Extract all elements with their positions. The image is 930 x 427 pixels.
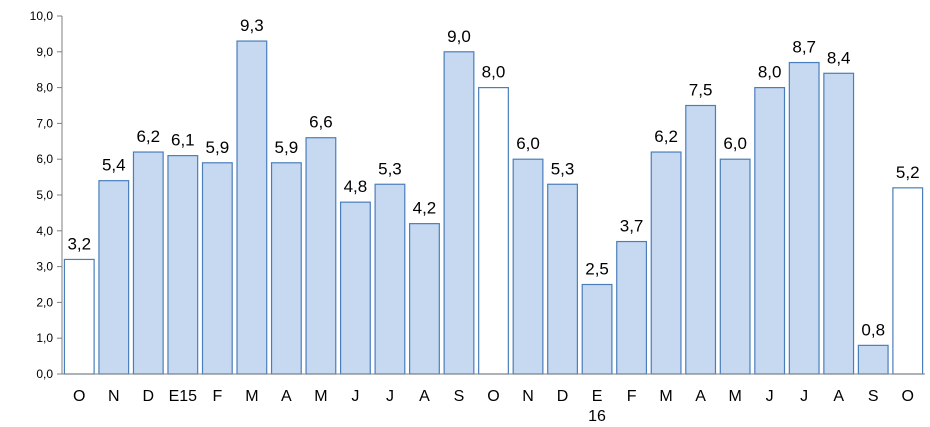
bar — [63, 258, 95, 375]
bar — [201, 162, 233, 375]
data-label: 6,1 — [171, 131, 195, 150]
bar — [305, 137, 337, 375]
data-label: 9,0 — [447, 27, 471, 46]
data-label: 5,3 — [551, 159, 575, 178]
bar — [616, 240, 648, 375]
bar — [685, 104, 717, 375]
bar — [581, 283, 613, 375]
x-tick-label: J — [386, 388, 394, 405]
x-tick-label: D — [143, 388, 155, 405]
bar — [443, 51, 475, 375]
x-tick-label: A — [281, 388, 292, 405]
x-tick-label: M — [728, 388, 741, 405]
x-tick-label: O — [487, 388, 499, 405]
bar — [374, 183, 406, 375]
x-tick-label: M — [659, 388, 672, 405]
data-label: 6,2 — [654, 127, 678, 146]
y-tick-label: 7,0 — [36, 116, 53, 130]
data-label: 8,0 — [482, 63, 506, 82]
x-tick-label: E 16 — [588, 388, 606, 425]
bar — [478, 86, 509, 375]
data-labels: 3,2 5,4 6,2 6,1 5,9 9,3 5,9 6,6 4,8 5,3 4,2 9,0 8,0 6… — [67, 16, 919, 339]
x-tick-label: S — [454, 388, 465, 405]
x-tick-label: M — [245, 388, 258, 405]
x-tick-label: J — [800, 388, 808, 405]
y-tick-label: 9,0 — [36, 45, 53, 59]
bar — [650, 151, 682, 375]
data-label: 3,7 — [620, 217, 644, 236]
data-label: 0,8 — [861, 320, 885, 339]
bar — [857, 344, 889, 375]
x-tick-label: S — [868, 388, 879, 405]
bar — [788, 61, 820, 375]
data-label: 8,0 — [758, 63, 782, 82]
y-tick-label: 1,0 — [36, 331, 53, 345]
bar — [270, 162, 302, 375]
data-label: 5,9 — [206, 138, 230, 157]
data-label: 5,9 — [275, 138, 299, 157]
x-tick-label: M — [314, 388, 327, 405]
bar — [339, 201, 371, 375]
data-label: 5,2 — [896, 163, 920, 182]
bar — [754, 86, 786, 375]
data-label: 4,2 — [413, 199, 437, 218]
data-label: 8,4 — [827, 48, 851, 67]
bar — [132, 151, 164, 375]
data-label: 2,5 — [585, 260, 609, 279]
data-label: 6,6 — [309, 113, 333, 132]
x-tick-label: D — [557, 388, 569, 405]
y-tick-label: 8,0 — [36, 81, 53, 95]
bar — [167, 155, 199, 375]
x-tick-label: N — [108, 388, 120, 405]
bar — [409, 223, 440, 375]
bar — [547, 183, 578, 375]
x-tick-label: E15 — [169, 388, 198, 405]
x-tick-label: O — [902, 388, 914, 405]
bar — [823, 72, 855, 375]
x-axis: O N D E15 F M A M J J A S O N D E 16 F M A M J J A S O — [62, 373, 925, 425]
y-tick-label: 4,0 — [36, 224, 53, 238]
bar — [512, 158, 544, 375]
data-label: 8,7 — [792, 38, 816, 57]
x-tick-label: A — [419, 388, 430, 405]
data-label: 9,3 — [240, 16, 264, 35]
x-tick-label: J — [766, 388, 774, 405]
data-label: 5,3 — [378, 159, 402, 178]
bar — [892, 187, 924, 375]
bar — [98, 180, 130, 375]
y-tick-label: 6,0 — [36, 152, 53, 166]
x-tick-label: A — [695, 388, 706, 405]
x-tick-label: A — [833, 388, 844, 405]
y-tick-label: 5,0 — [36, 188, 53, 202]
y-tick-label: 10,0 — [30, 9, 54, 23]
data-label: 5,4 — [102, 156, 126, 175]
bar — [236, 40, 268, 375]
x-tick-label: O — [73, 388, 85, 405]
y-axis: 0,0 1,0 2,0 3,0 4,0 5,0 6,0 7,0 8,0 9,0 10,0 — [30, 9, 63, 381]
y-tick-label: 3,0 — [36, 260, 53, 274]
data-label: 6,0 — [723, 134, 747, 153]
x-tick-label: F — [212, 388, 222, 405]
y-tick-label: 0,0 — [36, 367, 53, 381]
data-label: 6,2 — [136, 127, 160, 146]
x-tick-label: N — [522, 388, 534, 405]
x-tick-label: J — [351, 388, 359, 405]
x-tick-label: F — [627, 388, 637, 405]
y-tick-label: 2,0 — [36, 295, 53, 309]
data-label: 4,8 — [344, 177, 368, 196]
data-label: 7,5 — [689, 81, 713, 100]
data-label: 3,2 — [67, 234, 91, 253]
bar — [719, 158, 751, 375]
data-label: 6,0 — [516, 134, 540, 153]
bars — [63, 40, 924, 375]
